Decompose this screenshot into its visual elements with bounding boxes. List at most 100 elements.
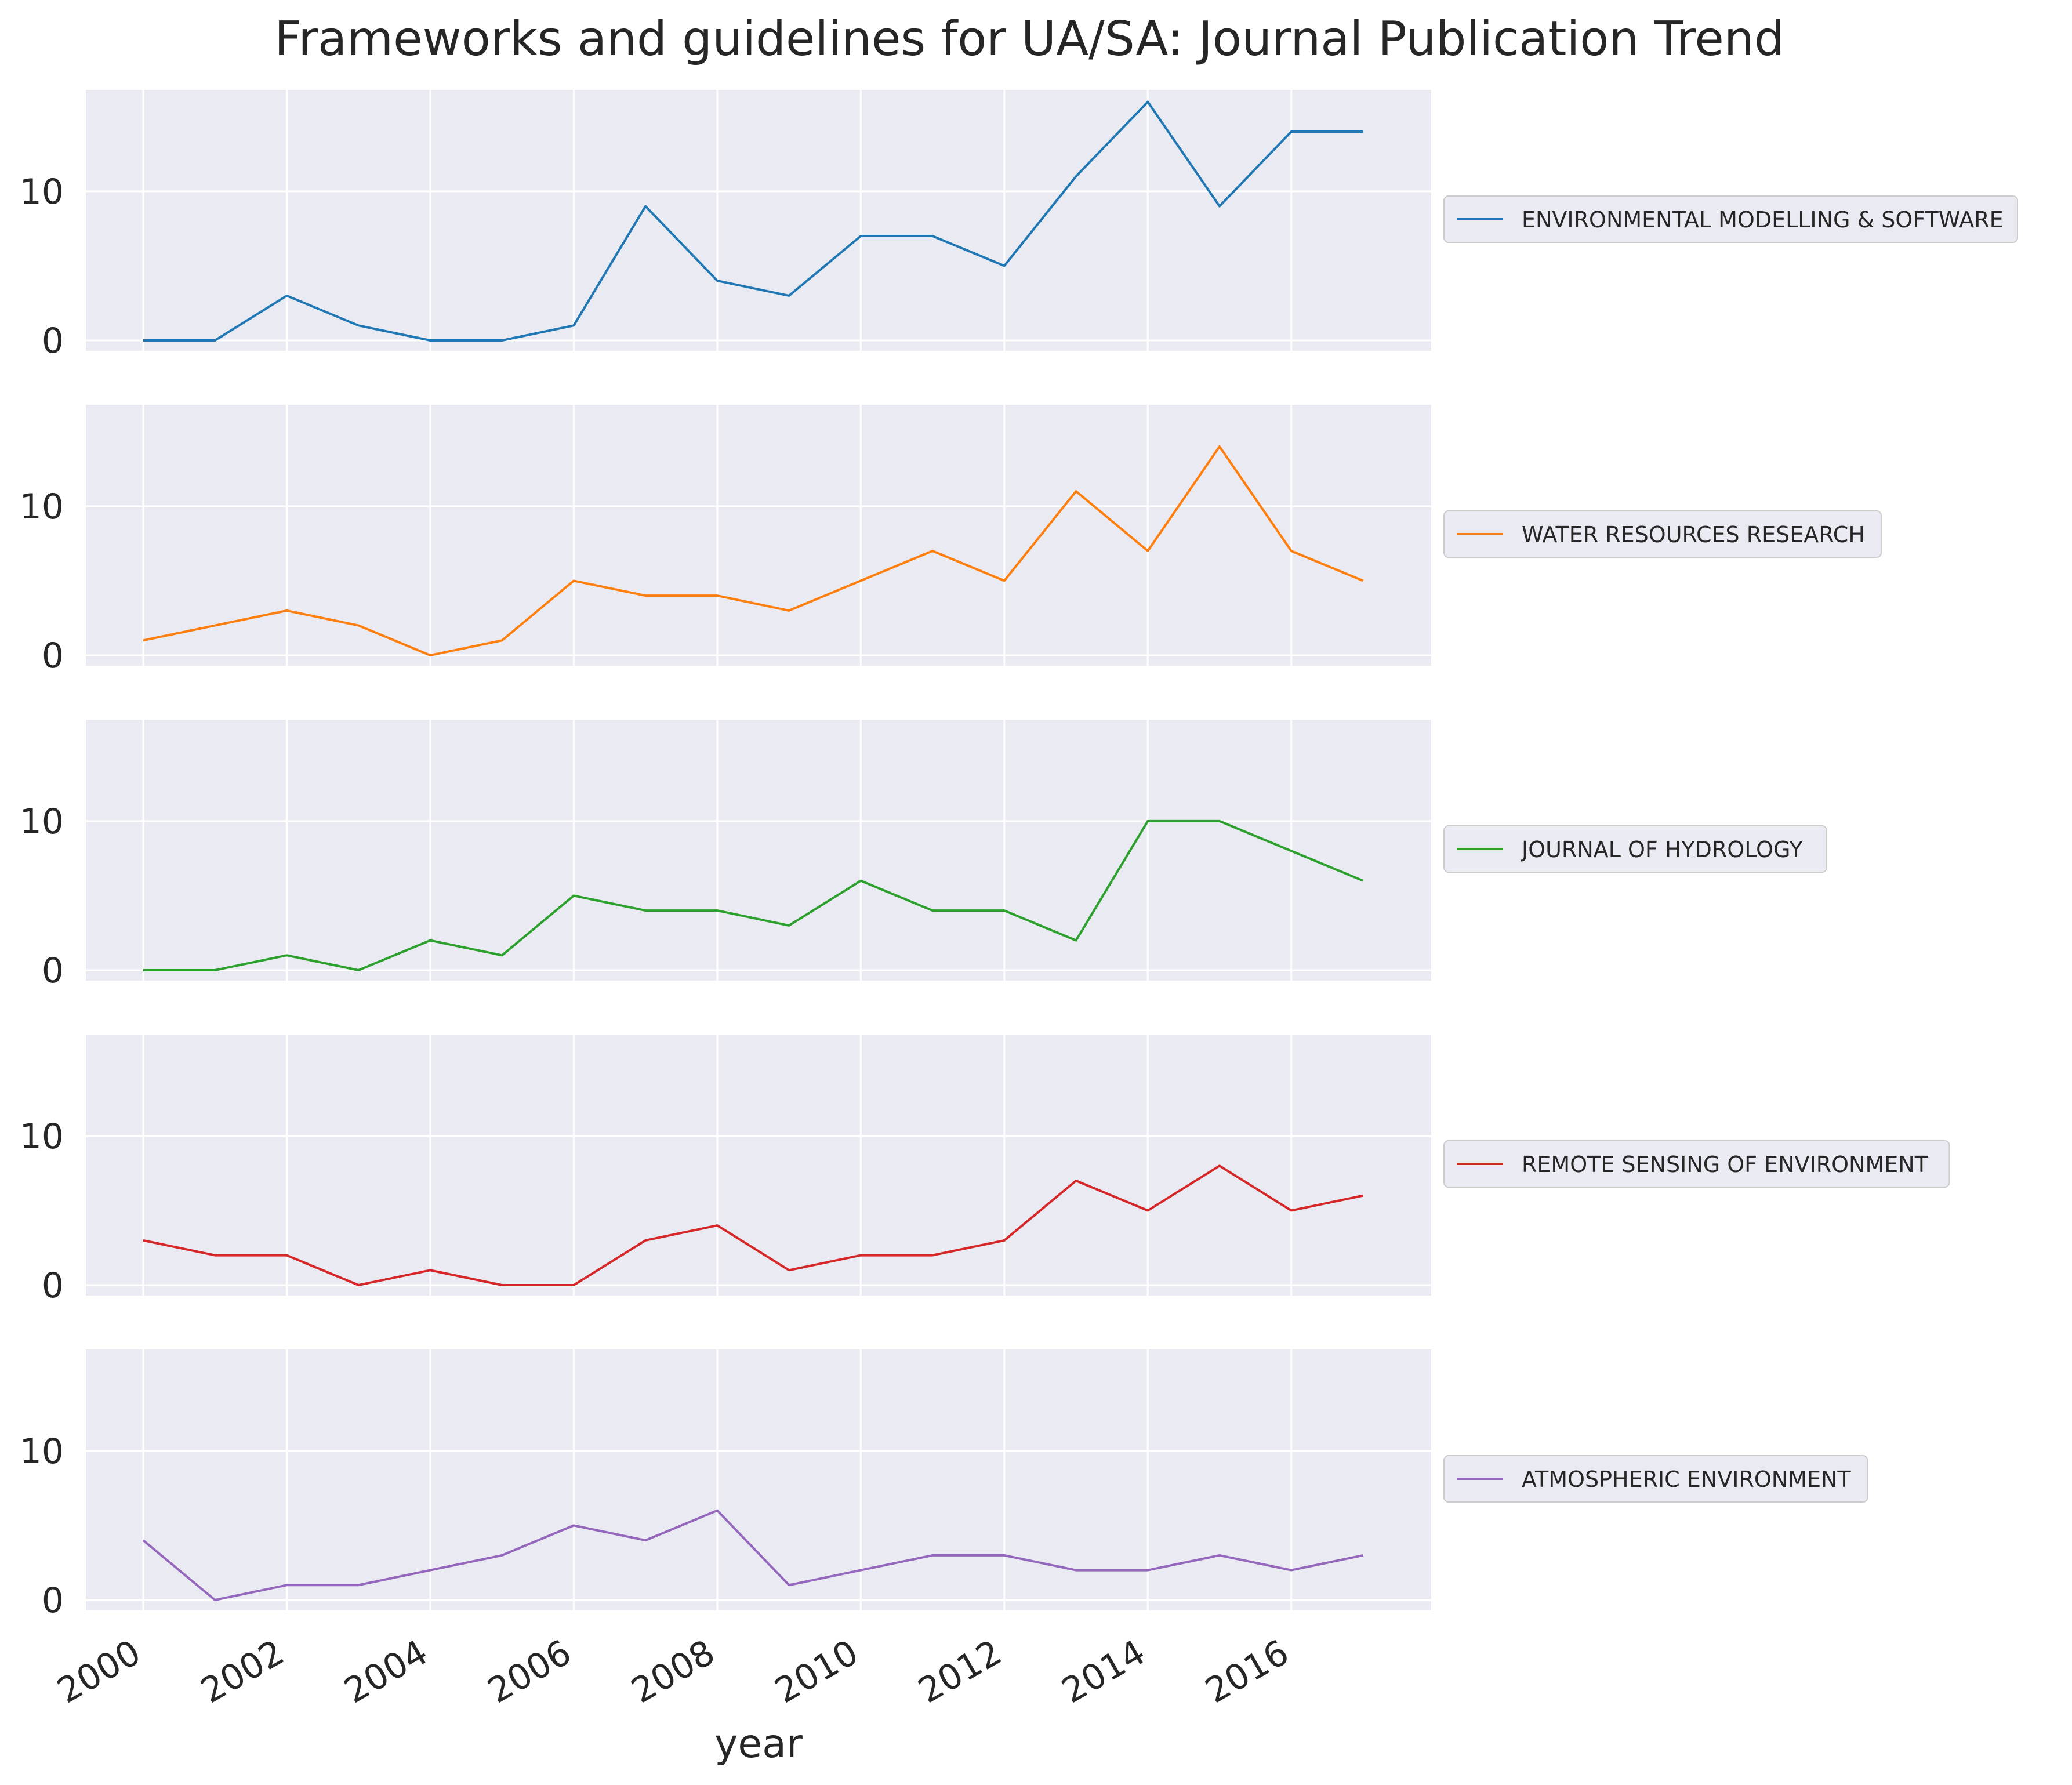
data-point bbox=[428, 1568, 433, 1573]
data-point bbox=[787, 1583, 792, 1587]
data-point bbox=[1289, 129, 1294, 134]
x-tick-label: 2004 bbox=[338, 1632, 434, 1711]
data-point bbox=[1289, 549, 1294, 553]
data-point bbox=[1002, 578, 1007, 583]
series-line bbox=[142, 1509, 1363, 1601]
data-point bbox=[1289, 848, 1294, 853]
data-point bbox=[930, 908, 935, 913]
data-point bbox=[1145, 1568, 1150, 1573]
data-point bbox=[715, 593, 720, 598]
series-line bbox=[143, 445, 1364, 656]
legend-box bbox=[1443, 510, 1882, 558]
panel-background bbox=[86, 405, 1431, 666]
data-point bbox=[284, 953, 289, 957]
data-point bbox=[1074, 489, 1079, 494]
data-point bbox=[1002, 263, 1007, 268]
data-point bbox=[858, 1568, 863, 1573]
data-point bbox=[858, 879, 863, 883]
x-tick-label: 2016 bbox=[1199, 1632, 1296, 1711]
data-point bbox=[428, 653, 433, 658]
data-point bbox=[1074, 174, 1079, 179]
data-point bbox=[213, 968, 217, 973]
panel-2: 0 10 WATER RESOURCES RESEARCH bbox=[20, 405, 1882, 676]
data-point bbox=[141, 338, 146, 343]
x-tick-label: 2008 bbox=[625, 1632, 721, 1711]
panel-3: 0 10 JOURNAL OF HYDROLOGY bbox=[20, 720, 1827, 991]
y-tick-label: 10 bbox=[20, 801, 64, 842]
data-point bbox=[1360, 129, 1365, 134]
data-point bbox=[1360, 879, 1365, 883]
data-point bbox=[213, 1598, 217, 1602]
data-point bbox=[141, 1238, 146, 1243]
data-point bbox=[787, 1268, 792, 1272]
data-point bbox=[1145, 819, 1150, 823]
data-point bbox=[284, 1253, 289, 1258]
legend-box bbox=[1443, 1140, 1950, 1188]
data-point bbox=[643, 593, 648, 598]
y-tick-label: 10 bbox=[20, 1116, 64, 1157]
y-tick-label: 0 bbox=[42, 321, 64, 361]
data-point bbox=[213, 338, 217, 343]
data-point bbox=[141, 1538, 146, 1543]
series-line bbox=[143, 1164, 1363, 1286]
data-point bbox=[356, 1583, 361, 1587]
data-point bbox=[284, 1583, 289, 1587]
panel-1: 0 10 ENVIRONMENTAL MODELLING & SOFTWARE bbox=[20, 90, 2018, 361]
x-axis-label: year bbox=[714, 1721, 803, 1767]
data-point bbox=[1217, 1163, 1222, 1168]
y-tick-label: 0 bbox=[42, 950, 64, 991]
y-tick-label: 10 bbox=[20, 1431, 64, 1472]
data-point bbox=[643, 1538, 648, 1543]
data-point bbox=[930, 549, 935, 553]
x-tick-label: 2000 bbox=[50, 1632, 147, 1711]
legend-box bbox=[1443, 825, 1827, 873]
data-point bbox=[213, 1253, 217, 1258]
y-tick-label: 0 bbox=[42, 1265, 64, 1306]
data-point bbox=[643, 204, 648, 209]
data-point bbox=[428, 938, 433, 943]
legend-label: ATMOSPHERIC ENVIRONMENT bbox=[1522, 1467, 1851, 1492]
data-point bbox=[1145, 549, 1150, 553]
data-point bbox=[1217, 444, 1222, 449]
data-point bbox=[787, 923, 792, 928]
data-point bbox=[571, 893, 576, 898]
data-point bbox=[571, 1283, 576, 1287]
x-tick-label: 2014 bbox=[1055, 1632, 1152, 1711]
panel-background bbox=[86, 1349, 1431, 1610]
data-point bbox=[858, 1253, 863, 1258]
data-point bbox=[858, 234, 863, 238]
series-line bbox=[143, 100, 1363, 342]
x-tick-label: 2010 bbox=[768, 1632, 865, 1711]
data-point bbox=[141, 638, 146, 643]
x-tick-label: 2006 bbox=[481, 1632, 578, 1711]
legend-label: JOURNAL OF HYDROLOGY bbox=[1521, 837, 1803, 862]
y-tick-label: 10 bbox=[20, 172, 64, 212]
x-tick-label: 2012 bbox=[912, 1632, 1008, 1711]
y-tick-label: 0 bbox=[42, 1580, 64, 1621]
data-point bbox=[858, 578, 863, 583]
data-point bbox=[1217, 204, 1222, 209]
data-point bbox=[1360, 1193, 1365, 1198]
data-point bbox=[356, 623, 361, 628]
data-point bbox=[1002, 908, 1007, 913]
x-tick-label: 2002 bbox=[194, 1632, 291, 1711]
data-point bbox=[787, 608, 792, 613]
data-point bbox=[715, 908, 720, 913]
data-point bbox=[1360, 578, 1365, 583]
data-point bbox=[930, 234, 935, 238]
data-point bbox=[571, 1523, 576, 1528]
data-point bbox=[787, 293, 792, 298]
y-tick-label: 0 bbox=[42, 636, 64, 676]
data-point bbox=[500, 338, 505, 343]
data-point bbox=[930, 1253, 935, 1258]
panel-5: 0 10 ATMOSPHERIC ENVIRONMENT bbox=[20, 1349, 1868, 1621]
data-point bbox=[643, 1238, 648, 1243]
data-point bbox=[500, 1553, 505, 1558]
data-point bbox=[428, 338, 433, 343]
data-point bbox=[1145, 1208, 1150, 1213]
data-point bbox=[356, 1283, 361, 1287]
data-point bbox=[1360, 1553, 1365, 1558]
data-point bbox=[715, 1223, 720, 1228]
data-point bbox=[356, 968, 361, 973]
